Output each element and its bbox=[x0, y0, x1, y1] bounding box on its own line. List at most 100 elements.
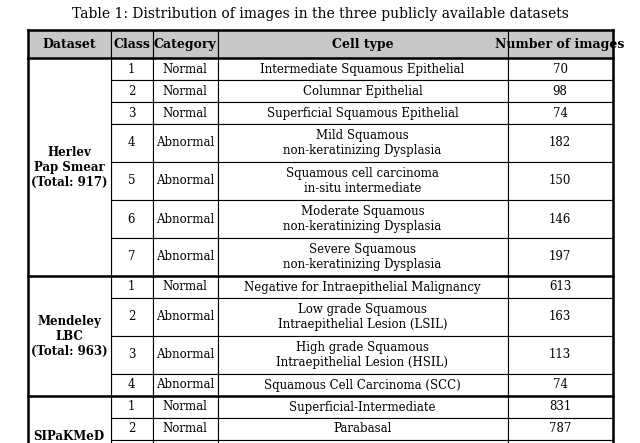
Text: 2: 2 bbox=[128, 423, 135, 435]
Text: High grade Squamous
Intraepithelial Lesion (HSIL): High grade Squamous Intraepithelial Lesi… bbox=[276, 341, 449, 369]
Bar bbox=[508, 440, 612, 443]
Bar bbox=[28, 30, 111, 58]
Bar bbox=[111, 238, 152, 276]
Bar bbox=[152, 30, 218, 58]
Text: 2: 2 bbox=[128, 85, 135, 97]
Text: Squamous cell carcinoma
in-situ intermediate: Squamous cell carcinoma in-situ intermed… bbox=[286, 167, 439, 195]
Text: 74: 74 bbox=[552, 378, 568, 392]
Bar bbox=[152, 336, 218, 374]
Text: 5: 5 bbox=[128, 175, 135, 187]
Text: Negative for Intraepithelial Malignancy: Negative for Intraepithelial Malignancy bbox=[244, 280, 481, 294]
Bar bbox=[152, 102, 218, 124]
Bar bbox=[152, 418, 218, 440]
Bar bbox=[218, 124, 508, 162]
Text: 146: 146 bbox=[549, 213, 571, 225]
Text: Herlev
Pap Smear
(Total: 917): Herlev Pap Smear (Total: 917) bbox=[31, 145, 108, 189]
Text: 70: 70 bbox=[552, 62, 568, 75]
Text: 831: 831 bbox=[549, 400, 571, 413]
Text: Superficial-Intermediate: Superficial-Intermediate bbox=[289, 400, 436, 413]
Text: 197: 197 bbox=[549, 250, 571, 264]
Bar bbox=[508, 162, 612, 200]
Text: Normal: Normal bbox=[163, 423, 207, 435]
Text: Abnormal: Abnormal bbox=[156, 213, 214, 225]
Bar bbox=[218, 336, 508, 374]
Bar bbox=[218, 58, 508, 80]
Bar bbox=[508, 374, 612, 396]
Text: Parabasal: Parabasal bbox=[333, 423, 392, 435]
Text: Normal: Normal bbox=[163, 106, 207, 120]
Bar bbox=[508, 396, 612, 418]
Bar bbox=[152, 200, 218, 238]
Bar bbox=[111, 440, 152, 443]
Bar bbox=[111, 30, 152, 58]
Bar bbox=[508, 298, 612, 336]
Bar bbox=[218, 80, 508, 102]
Text: Abnormal: Abnormal bbox=[156, 311, 214, 323]
Text: Abnormal: Abnormal bbox=[156, 378, 214, 392]
Bar bbox=[508, 418, 612, 440]
Bar bbox=[152, 238, 218, 276]
Bar bbox=[152, 162, 218, 200]
Bar bbox=[218, 238, 508, 276]
Text: Columnar Epithelial: Columnar Epithelial bbox=[303, 85, 422, 97]
Text: Number of images: Number of images bbox=[495, 38, 625, 51]
Text: 3: 3 bbox=[128, 349, 135, 361]
Bar bbox=[28, 396, 111, 443]
Text: Abnormal: Abnormal bbox=[156, 175, 214, 187]
Bar bbox=[111, 374, 152, 396]
Text: 2: 2 bbox=[128, 311, 135, 323]
Bar bbox=[218, 374, 508, 396]
Text: 6: 6 bbox=[128, 213, 135, 225]
Bar bbox=[508, 276, 612, 298]
Text: Moderate Squamous
non-keratinizing Dysplasia: Moderate Squamous non-keratinizing Dyspl… bbox=[284, 205, 442, 233]
Text: Normal: Normal bbox=[163, 62, 207, 75]
Bar bbox=[508, 124, 612, 162]
Bar bbox=[28, 276, 111, 396]
Text: 182: 182 bbox=[549, 136, 571, 149]
Text: 4: 4 bbox=[128, 136, 135, 149]
Bar bbox=[111, 298, 152, 336]
Bar bbox=[111, 162, 152, 200]
Bar bbox=[111, 80, 152, 102]
Text: 3: 3 bbox=[128, 106, 135, 120]
Text: 787: 787 bbox=[549, 423, 571, 435]
Bar bbox=[152, 298, 218, 336]
Bar bbox=[508, 200, 612, 238]
Text: 4: 4 bbox=[128, 378, 135, 392]
Bar bbox=[218, 276, 508, 298]
Text: Squamous Cell Carcinoma (SCC): Squamous Cell Carcinoma (SCC) bbox=[264, 378, 461, 392]
Text: 613: 613 bbox=[549, 280, 571, 294]
Text: 113: 113 bbox=[549, 349, 571, 361]
Text: Normal: Normal bbox=[163, 400, 207, 413]
Text: Low grade Squamous
Intraepithelial Lesion (LSIL): Low grade Squamous Intraepithelial Lesio… bbox=[278, 303, 447, 331]
Text: Abnormal: Abnormal bbox=[156, 136, 214, 149]
Text: Cell type: Cell type bbox=[332, 38, 394, 51]
Text: Mendeley
LBC
(Total: 963): Mendeley LBC (Total: 963) bbox=[31, 315, 108, 358]
Text: Abnormal: Abnormal bbox=[156, 349, 214, 361]
Bar bbox=[111, 102, 152, 124]
Text: 1: 1 bbox=[128, 62, 135, 75]
Bar bbox=[218, 396, 508, 418]
Text: Mild Squamous
non-keratinizing Dysplasia: Mild Squamous non-keratinizing Dysplasia bbox=[284, 129, 442, 157]
Text: 1: 1 bbox=[128, 400, 135, 413]
Text: 7: 7 bbox=[128, 250, 135, 264]
Bar bbox=[508, 102, 612, 124]
Text: Superficial Squamous Epithelial: Superficial Squamous Epithelial bbox=[267, 106, 458, 120]
Text: Dataset: Dataset bbox=[42, 38, 96, 51]
Text: Category: Category bbox=[154, 38, 216, 51]
Text: Class: Class bbox=[113, 38, 150, 51]
Text: 150: 150 bbox=[549, 175, 571, 187]
Bar bbox=[218, 162, 508, 200]
Bar bbox=[152, 440, 218, 443]
Text: 163: 163 bbox=[549, 311, 571, 323]
Text: Normal: Normal bbox=[163, 280, 207, 294]
Bar bbox=[111, 396, 152, 418]
Text: 1: 1 bbox=[128, 280, 135, 294]
Bar bbox=[218, 200, 508, 238]
Bar bbox=[218, 440, 508, 443]
Bar bbox=[111, 418, 152, 440]
Text: 74: 74 bbox=[552, 106, 568, 120]
Text: Severe Squamous
non-keratinizing Dysplasia: Severe Squamous non-keratinizing Dysplas… bbox=[284, 243, 442, 271]
Text: Intermediate Squamous Epithelial: Intermediate Squamous Epithelial bbox=[260, 62, 465, 75]
Bar bbox=[152, 80, 218, 102]
